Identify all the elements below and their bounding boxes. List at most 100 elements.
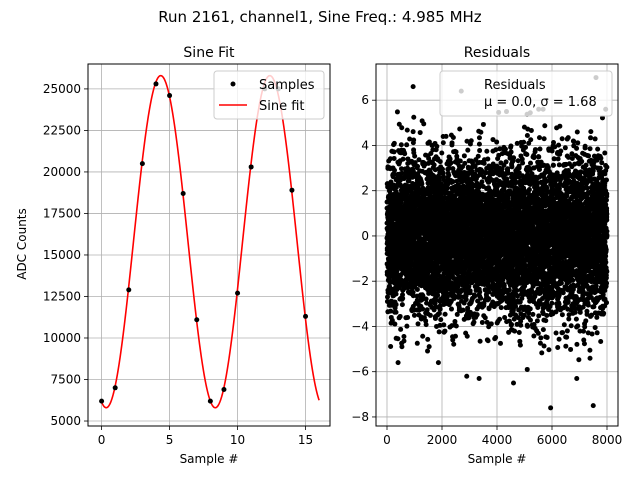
sine-fit-ticks: 0 5 10 155000750010000125001500017500200002… [43,82,313,447]
residual-point [417,130,423,136]
residual-point [435,360,441,366]
residual-point [425,348,431,354]
residual-point [438,317,444,323]
residual-point [405,156,411,162]
residual-point [393,291,399,297]
residual-point [402,151,408,157]
residual-point [414,340,420,346]
residual-point [433,297,439,303]
sine-fit-axes-frame [87,63,331,427]
sine-fit-xtick-label: 5 [166,433,174,447]
sine-fit-ytick-label: 10000 [43,331,81,345]
sample-point [126,287,132,293]
residual-point [472,293,478,299]
residual-point [471,319,477,325]
legend-sine-fit-label: Sine fit [259,99,305,114]
residual-point [476,135,482,141]
sine-fit-ytick-label: 17500 [43,206,81,220]
residual-point [477,338,483,344]
sample-point [194,317,200,323]
sine-fit-ytick-label: 12500 [43,289,81,303]
residual-point [420,293,426,299]
residual-point [399,344,405,350]
sample-point [180,191,186,197]
sine-fit-plot-area [99,74,320,409]
residuals-plot-area [384,75,610,411]
sine-fit-xtick-label: 10 [230,433,245,447]
sine-fit-ytick-label: 22500 [43,123,81,137]
residual-point [452,319,458,325]
residual-point [477,289,483,295]
residual-point [451,341,457,347]
residual-point [411,312,417,318]
residual-point [516,330,522,336]
residual-point [398,326,404,332]
residual-point [397,313,403,319]
sine-fit-panel: Sine Fit Sample # ADC Counts 0 5 10 1550007… [15,45,331,466]
residual-point [465,147,471,153]
residual-point [440,170,446,176]
residual-point [452,333,458,339]
residual-point [455,284,461,290]
sample-point [207,398,213,404]
residual-point [498,305,504,311]
residual-point [450,337,456,343]
residual-point [404,142,410,148]
residual-point [485,338,491,344]
residual-point [440,140,446,146]
residual-point [460,307,466,313]
residual-point [393,302,399,308]
residual-point [506,287,512,293]
residual-point [518,322,524,328]
residual-point [436,310,442,316]
residual-point [421,121,427,127]
sine-fit-ytick-label: 7500 [50,373,81,387]
residual-point [457,126,463,132]
residual-point [512,328,518,334]
residual-point [508,143,514,149]
residual-point [436,329,442,335]
sample-point [112,385,118,391]
residual-point [464,138,470,144]
residual-point [437,159,443,165]
residual-point [388,344,394,350]
residual-point [400,292,406,298]
residual-point [454,178,460,184]
residual-point [411,114,417,120]
residual-point [414,287,420,293]
residual-point [514,287,520,293]
residuals-xlabel: Sample # [468,452,527,466]
sine-fit-ylabel: ADC Counts [15,208,29,280]
residual-point [398,142,404,148]
residual-point [398,166,404,172]
residual-point [437,322,443,328]
residual-point [414,297,420,303]
residual-point [444,290,450,296]
residual-point [503,159,509,165]
residual-point [423,322,429,328]
residual-point [404,323,410,329]
residual-point [399,302,405,308]
residual-point [401,334,407,339]
residual-point [443,133,449,139]
residual-point [450,179,456,185]
residual-point [407,136,413,142]
residual-point [427,312,433,318]
residual-point [412,153,418,159]
residual-point [474,312,480,318]
residual-point [450,135,456,140]
residual-point [394,109,400,115]
residual-point [448,160,454,166]
sample-point [303,313,309,319]
sample-point [221,386,227,392]
sample-point [235,290,241,296]
figure-suptitle: Run 2161, channel1, Sine Freq.: 4.985 MH… [158,8,482,26]
residual-point [493,334,499,340]
residual-point [404,127,410,133]
residual-point [419,297,425,303]
residual-point [497,340,503,346]
residual-point [385,294,390,300]
residual-point [392,321,398,327]
residual-point [393,309,399,315]
